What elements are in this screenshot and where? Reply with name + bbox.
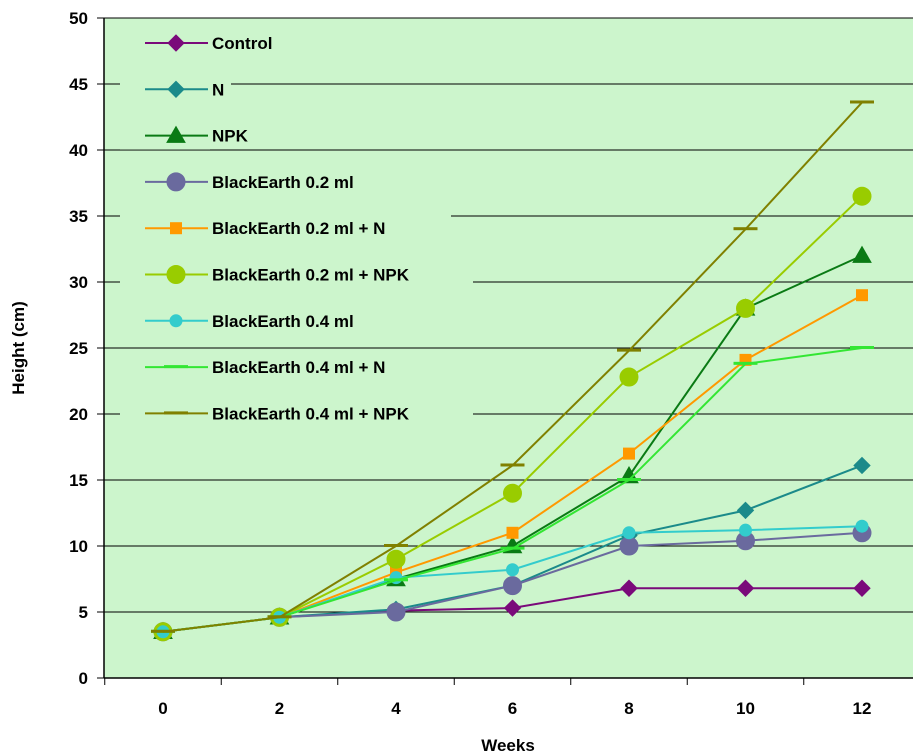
x-tick-label: 8 (624, 699, 633, 718)
y-axis-title: Height (cm) (9, 301, 28, 395)
legend-label: BlackEarth 0.4 ml + NPK (212, 404, 410, 423)
data-point (852, 186, 872, 206)
legend-label: BlackEarth 0.4 ml + N (212, 358, 385, 377)
data-point (617, 478, 641, 481)
data-point (855, 519, 869, 533)
data-point (739, 523, 752, 537)
legend-marker (166, 265, 186, 284)
x-tick-label: 2 (275, 699, 284, 718)
data-point (384, 544, 408, 547)
legend-label-bg (208, 304, 407, 333)
legend-label: BlackEarth 0.2 ml + N (212, 219, 385, 238)
legend-item: BlackEarth 0.4 ml + N (120, 351, 451, 382)
data-point (500, 546, 525, 550)
y-tick-label: 40 (69, 141, 88, 160)
legend-label: BlackEarth 0.2 ml (212, 173, 354, 192)
legend-label: BlackEarth 0.2 ml + NPK (212, 266, 410, 285)
legend-marker (169, 314, 183, 328)
data-point (384, 578, 408, 582)
legend-label-bg (208, 27, 297, 55)
data-point (856, 289, 868, 302)
data-point (733, 227, 758, 231)
data-point (386, 549, 406, 569)
data-point (500, 463, 525, 467)
data-point (151, 629, 175, 633)
legend-item: BlackEarth 0.4 ml + NPK (120, 397, 473, 428)
legend-label: BlackEarth 0.4 ml (212, 312, 354, 331)
data-point (623, 447, 635, 460)
legend-label-bg (208, 119, 253, 148)
legend-marker (166, 172, 186, 192)
legend-item: BlackEarth 0.4 ml (120, 304, 407, 335)
legend-item: N (120, 73, 231, 104)
legend-marker (164, 365, 188, 369)
legend-item: NPK (120, 119, 253, 150)
y-tick-label: 25 (69, 339, 88, 358)
x-tick-label: 0 (158, 699, 167, 718)
legend: Control N NPK BlackEarth 0.2 ml BlackEarth 0… (120, 27, 473, 428)
y-tick-label: 5 (79, 603, 88, 622)
y-tick-label: 20 (69, 405, 88, 424)
y-axis-ticks: 0 5 10 15 20 25 30 35 40 45 50 (69, 9, 104, 688)
y-tick-label: 15 (69, 471, 88, 490)
y-tick-label: 10 (69, 537, 88, 556)
data-point (267, 615, 292, 619)
legend-item: BlackEarth 0.2 ml (120, 165, 407, 196)
legend-marker (167, 80, 185, 99)
x-tick-label: 4 (391, 699, 401, 718)
series-9 (151, 100, 874, 633)
y-tick-label: 45 (69, 75, 88, 94)
legend-marker (167, 34, 185, 52)
x-axis-ticks: 0 2 4 6 8 10 12 (104, 678, 872, 718)
legend-label-bg (208, 73, 231, 102)
data-point (620, 579, 638, 597)
data-point (386, 602, 406, 622)
data-point (853, 579, 871, 597)
data-point (506, 526, 519, 539)
legend-item: BlackEarth 0.2 ml + N (120, 212, 451, 243)
legend-label-bg (208, 351, 451, 380)
y-tick-label: 30 (69, 273, 88, 292)
legend-label-bg (208, 212, 451, 241)
x-axis-title: Weeks (481, 736, 535, 755)
legend-label: N (212, 80, 224, 99)
data-point (850, 346, 874, 349)
data-point (733, 361, 758, 365)
legend-label-bg (208, 258, 473, 287)
legend-item: BlackEarth 0.2 ml + NPK (120, 258, 473, 289)
data-point (622, 526, 636, 540)
data-point (850, 100, 874, 104)
data-point (506, 563, 519, 577)
data-point (853, 456, 871, 475)
legend-marker (164, 411, 188, 415)
data-point (503, 599, 522, 617)
y-tick-label: 35 (69, 207, 88, 226)
x-tick-label: 6 (508, 699, 517, 718)
legend-label-bg (208, 397, 473, 426)
data-point (736, 579, 755, 597)
data-point (617, 348, 641, 352)
y-tick-label: 0 (79, 669, 88, 688)
legend-marker (166, 125, 186, 143)
data-point (503, 483, 522, 503)
legend-label: Control (212, 34, 272, 53)
data-point (852, 245, 872, 263)
data-point (619, 536, 639, 556)
x-tick-label: 10 (736, 699, 755, 718)
data-point (736, 501, 755, 520)
legend-marker (170, 222, 182, 235)
y-tick-label: 50 (69, 9, 88, 28)
legend-label-bg (208, 165, 407, 194)
data-point (736, 298, 755, 318)
data-point (503, 576, 522, 596)
data-point (619, 367, 639, 387)
x-tick-label: 12 (853, 699, 872, 718)
series-layer (151, 100, 874, 642)
legend-label: NPK (212, 127, 249, 146)
legend-item: Control (120, 27, 297, 57)
